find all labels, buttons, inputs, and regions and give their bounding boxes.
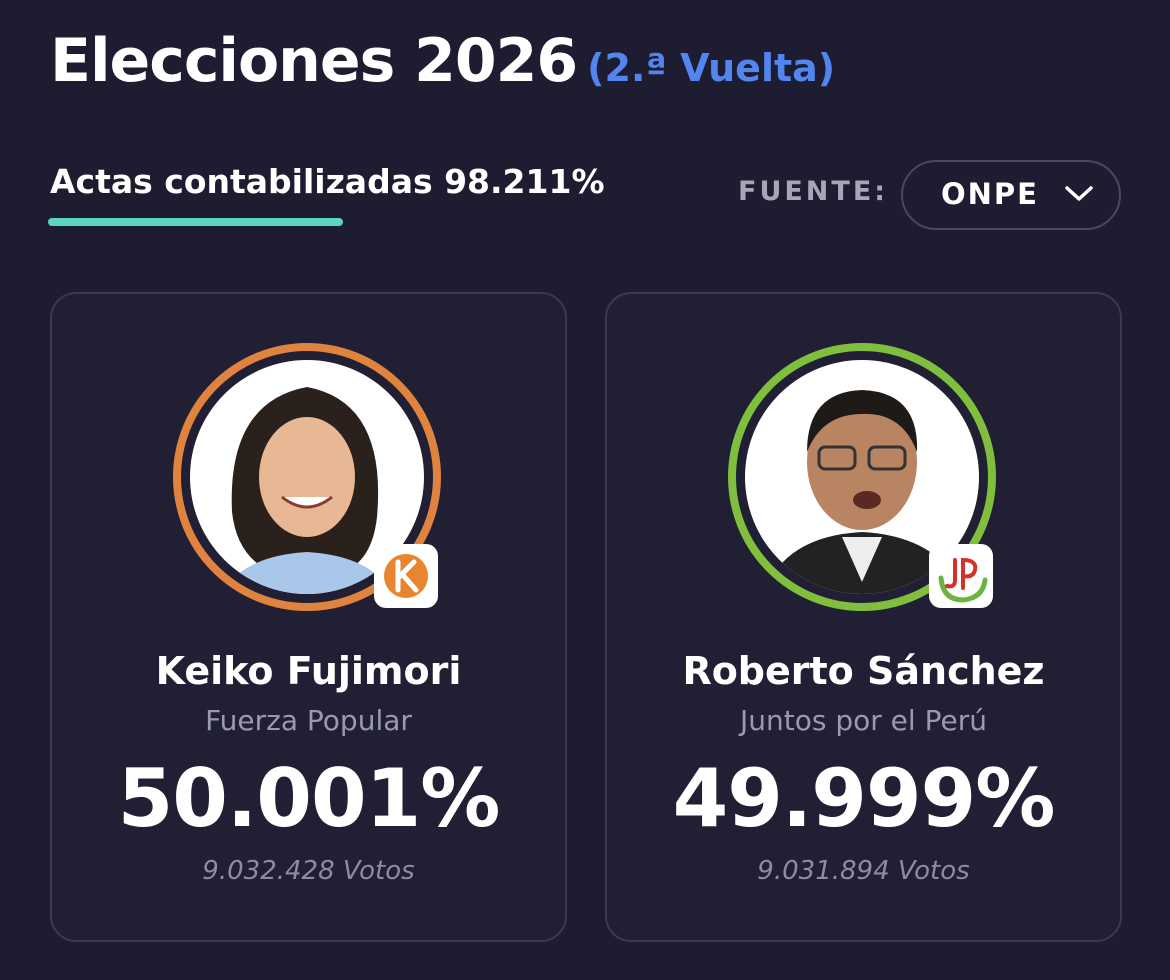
candidate-card: Keiko Fujimori Fuerza Popular 50.001% 9.… bbox=[50, 292, 567, 942]
vote-percent: 49.999% bbox=[672, 752, 1056, 845]
source-value: ONPE bbox=[941, 177, 1039, 211]
avatar bbox=[728, 343, 996, 611]
candidate-card: Roberto Sánchez Juntos por el Perú 49.99… bbox=[605, 292, 1122, 942]
underline bbox=[48, 218, 343, 226]
candidate-name: Roberto Sánchez bbox=[682, 649, 1045, 693]
progress-label: Actas contabilizadas 98.211% bbox=[50, 162, 605, 201]
party-name: Fuerza Popular bbox=[205, 704, 412, 737]
chevron bbox=[1065, 186, 1093, 201]
subtitle: (2.ª Vuelta) bbox=[587, 46, 836, 90]
avatar bbox=[173, 343, 441, 611]
party-name: Juntos por el Perú bbox=[740, 704, 987, 737]
title-row: Elecciones 2026 (2.ª Vuelta) bbox=[50, 26, 835, 96]
vote-count: 9.032.428 Votos bbox=[202, 856, 415, 886]
vote-percent: 50.001% bbox=[117, 752, 501, 845]
vote-count: 9.031.894 Votos bbox=[757, 856, 970, 886]
title: Elecciones 2026 bbox=[50, 26, 578, 96]
candidate-name: Keiko Fujimori bbox=[155, 649, 462, 693]
source-dropdown[interactable]: ONPE bbox=[901, 160, 1121, 230]
source-label: FUENTE: bbox=[738, 176, 889, 207]
